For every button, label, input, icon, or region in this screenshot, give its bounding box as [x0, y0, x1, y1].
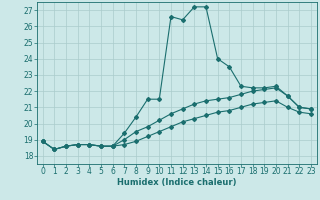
X-axis label: Humidex (Indice chaleur): Humidex (Indice chaleur): [117, 178, 236, 187]
